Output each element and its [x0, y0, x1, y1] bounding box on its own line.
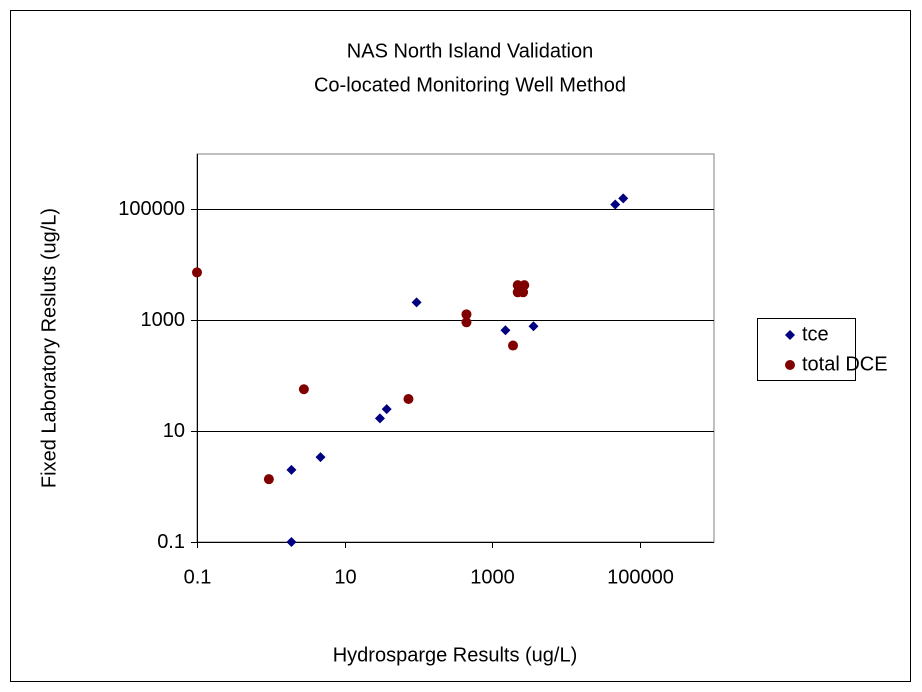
- point: [315, 452, 326, 463]
- point: [411, 297, 422, 308]
- x-tick-label: 10: [334, 566, 356, 588]
- x-tick-label: 0.1: [184, 566, 212, 588]
- x-tick-label: 1000: [470, 566, 515, 588]
- point: [528, 321, 539, 332]
- chart-subtitle: Co-located Monitoring Well Method: [314, 74, 626, 96]
- point: [286, 537, 297, 547]
- chart-title: NAS North Island Validation: [347, 40, 593, 62]
- legend-marker: [785, 330, 795, 340]
- x-tick-label: 100000: [607, 566, 674, 588]
- legend-marker: [785, 360, 795, 370]
- y-tick-label: 10: [163, 420, 185, 442]
- point: [519, 280, 530, 291]
- point: [381, 404, 392, 415]
- y-tick-label: 1000: [141, 309, 186, 331]
- point: [374, 413, 385, 424]
- x-axis-label: Hydrosparge Results (ug/L): [333, 644, 578, 666]
- y-tick-label: 0.1: [157, 531, 185, 553]
- point: [192, 267, 202, 278]
- point: [500, 325, 511, 336]
- point: [461, 317, 472, 328]
- point: [286, 464, 297, 475]
- point: [610, 199, 621, 210]
- point: [298, 384, 309, 395]
- point: [263, 474, 274, 485]
- point: [618, 193, 629, 204]
- point: [461, 309, 472, 320]
- point: [508, 340, 519, 351]
- legend-box: [757, 318, 856, 381]
- point: [403, 394, 414, 405]
- plot-area: [196, 153, 715, 543]
- y-axis-label: Fixed Laboratory Resluts (ug/L): [38, 208, 60, 488]
- legend-label: tce: [802, 323, 829, 345]
- legend-label: total DCE: [802, 353, 888, 375]
- y-tick-label: 100000: [118, 198, 185, 220]
